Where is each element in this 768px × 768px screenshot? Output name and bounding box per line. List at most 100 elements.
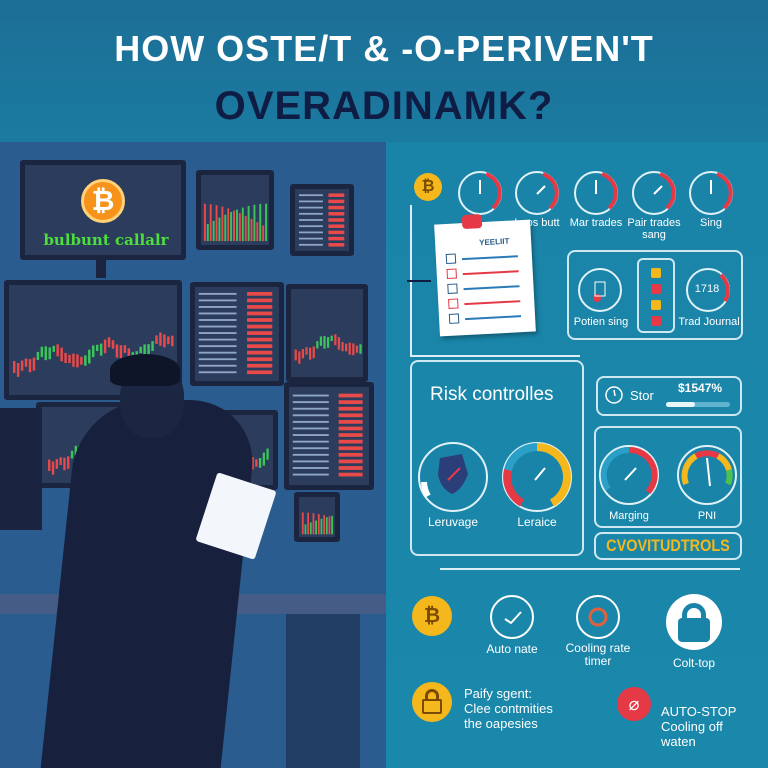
- candle: [16, 363, 20, 377]
- bar: [224, 214, 227, 242]
- gauge-icon: [574, 171, 618, 215]
- row: [292, 447, 329, 450]
- candle: [56, 344, 59, 357]
- candle: [345, 343, 348, 352]
- bar: [320, 518, 323, 535]
- gauge-icon: [515, 171, 559, 215]
- row: [198, 319, 237, 321]
- row: [292, 467, 329, 469]
- risk-controls-box: [410, 360, 584, 556]
- checkbox: [448, 298, 459, 309]
- risk-title: Risk controlles: [430, 384, 554, 405]
- row: [298, 194, 323, 197]
- bar: [328, 516, 331, 535]
- candle: [139, 346, 142, 354]
- indicator-strip: [637, 258, 675, 333]
- row: [292, 420, 329, 423]
- candle: [316, 341, 319, 349]
- row-value: [338, 466, 363, 470]
- candle: [55, 459, 59, 469]
- candle: [298, 351, 301, 364]
- ticker-monitor: [190, 282, 284, 386]
- margin-box: [594, 426, 742, 528]
- row: [198, 325, 237, 328]
- candle: [51, 461, 55, 475]
- row: [298, 200, 323, 203]
- row-value: [247, 337, 273, 342]
- row-value: [328, 193, 345, 197]
- row: [198, 351, 237, 354]
- row: [198, 292, 237, 295]
- bar: [315, 520, 317, 535]
- row-value: [328, 205, 345, 210]
- candle: [40, 346, 44, 358]
- bar: [218, 217, 221, 242]
- bar: [331, 515, 333, 535]
- row-value: [247, 331, 273, 335]
- bar: [233, 210, 235, 242]
- row-value: [338, 400, 363, 404]
- checklist: YEELIIT: [434, 214, 536, 337]
- row: [298, 206, 323, 209]
- candle: [355, 345, 359, 353]
- row-value: [338, 406, 363, 411]
- candle: [337, 337, 341, 350]
- clock-icon: [490, 595, 534, 639]
- candle: [36, 351, 40, 360]
- row: [198, 338, 237, 341]
- row: [292, 473, 329, 476]
- candle: [59, 457, 62, 466]
- candle: [330, 335, 333, 342]
- bitcoin-icon: ₿: [412, 596, 452, 636]
- row-value: [328, 236, 345, 241]
- row: [298, 237, 323, 240]
- row: [298, 219, 323, 221]
- row: [198, 371, 237, 374]
- candle: [359, 344, 362, 354]
- row-value: [328, 243, 345, 247]
- row-value: [338, 439, 363, 444]
- stop-value: $1547%: [678, 381, 723, 395]
- candle: [107, 337, 111, 348]
- row: [198, 332, 237, 334]
- row-value: [338, 393, 363, 398]
- orders-monitor: [196, 170, 274, 250]
- banner-text: CVOVITUDTROLS: [606, 536, 730, 555]
- header: [0, 0, 768, 142]
- row: [198, 312, 237, 315]
- row-value: [338, 433, 363, 437]
- candle: [294, 349, 297, 361]
- bar: [244, 215, 247, 242]
- row: [298, 243, 323, 246]
- candle: [76, 354, 79, 368]
- candle: [68, 354, 71, 364]
- bar: [312, 513, 315, 535]
- candle: [305, 347, 308, 355]
- bar: [307, 512, 309, 535]
- bar: [227, 208, 230, 242]
- row: [198, 358, 237, 361]
- clip-icon: [461, 214, 483, 230]
- leverage-gauge: [418, 442, 488, 512]
- stop-label: Stor: [630, 388, 654, 403]
- stop-tag-icon: ⌀: [617, 687, 651, 721]
- candle: [251, 457, 254, 470]
- candle: [72, 353, 75, 367]
- row-value: [328, 218, 345, 222]
- pnl-label: PNI: [697, 510, 717, 522]
- candle: [352, 343, 355, 356]
- candle: [147, 344, 150, 358]
- bitcoin-monitor: ₿ bulbunt callalr: [20, 160, 186, 260]
- bar: [203, 203, 206, 242]
- candle: [67, 456, 70, 469]
- lock-icon: [666, 594, 722, 650]
- candle: [99, 343, 103, 356]
- candle: [80, 356, 83, 365]
- row: [292, 440, 329, 443]
- bar: [206, 224, 209, 242]
- trade-journal-label: Trad Journal: [678, 316, 740, 328]
- candle: [48, 347, 51, 360]
- bar: [256, 222, 259, 242]
- row-value: [247, 298, 273, 303]
- candle: [323, 336, 326, 349]
